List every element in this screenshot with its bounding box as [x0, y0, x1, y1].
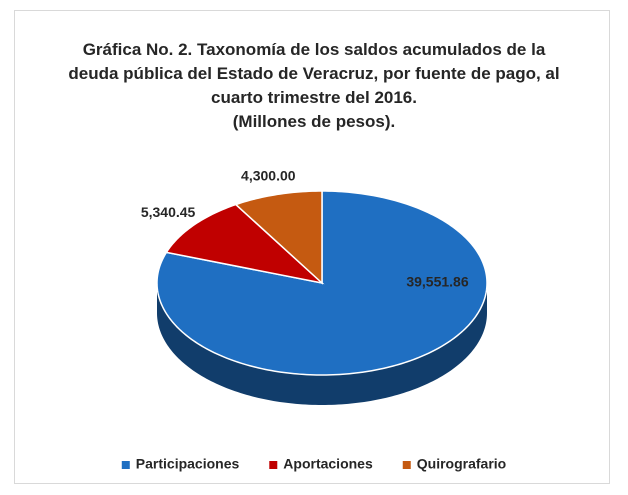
legend-marker: [402, 461, 411, 469]
legend-item: Quirografario: [402, 456, 506, 472]
chart-frame: [14, 10, 610, 484]
data-label: 5,340.45: [141, 204, 196, 220]
legend-marker: [121, 461, 130, 469]
legend-item: Participaciones: [121, 456, 240, 472]
legend-item: Aportaciones: [269, 456, 373, 472]
legend-label: Participaciones: [136, 456, 240, 472]
pie-slice: [234, 190, 323, 285]
data-label: 4,300.00: [241, 167, 296, 183]
chart-title: Gráfica No. 2. Taxonomía de los saldos a…: [68, 40, 560, 107]
data-label: 39,551.86: [406, 274, 468, 290]
chart-title-block: Gráfica No. 2. Taxonomía de los saldos a…: [64, 38, 564, 134]
pie-slice: [156, 190, 488, 376]
legend-label: Quirografario: [417, 456, 506, 472]
legend-label: Aportaciones: [283, 456, 373, 472]
chart-subtitle: (Millones de pesos).: [232, 112, 396, 131]
pie-slice: [165, 203, 325, 285]
legend-marker: [269, 461, 278, 469]
pie-side: [157, 283, 487, 405]
